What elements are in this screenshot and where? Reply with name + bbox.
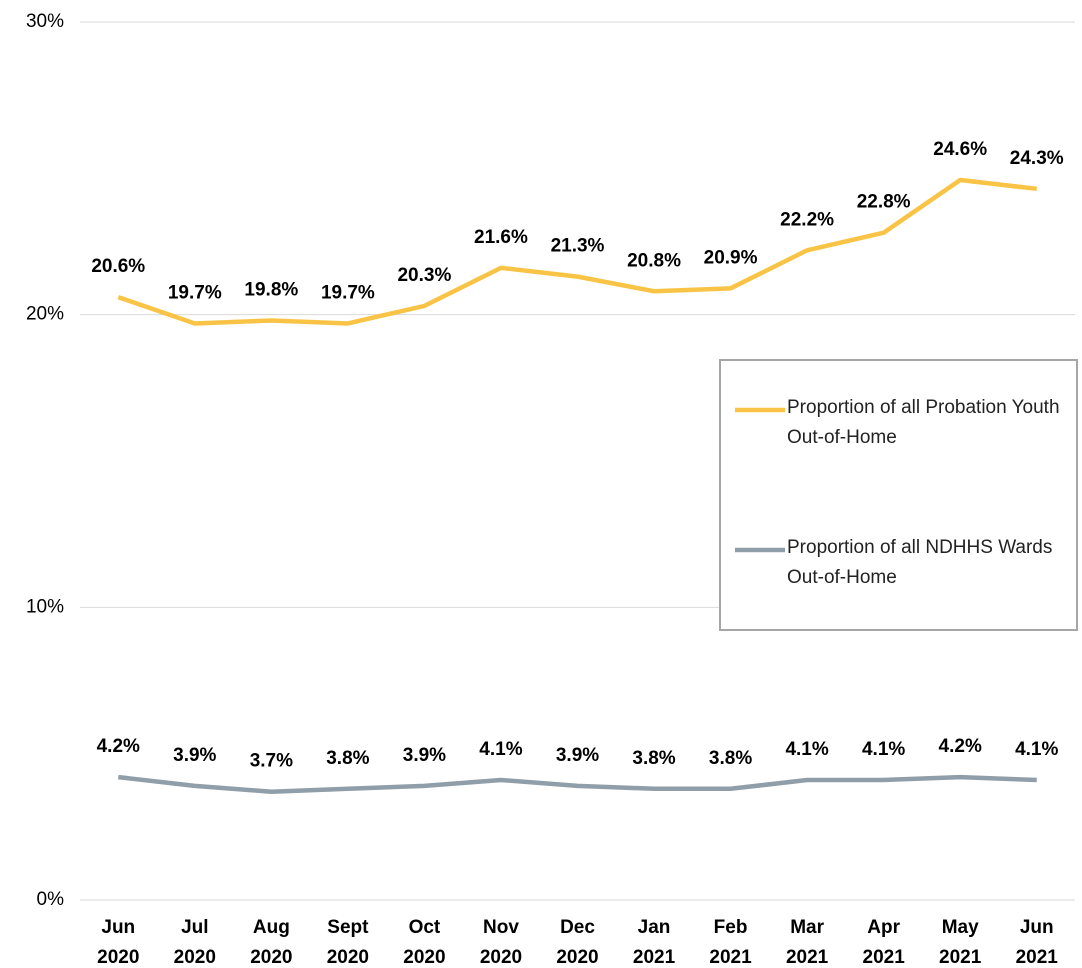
data-label: 20.8% (627, 250, 681, 271)
data-label: 20.9% (704, 247, 758, 268)
data-label: 4.1% (862, 739, 905, 760)
data-label: 4.2% (939, 736, 982, 757)
x-tick-label: May 2021 (939, 917, 982, 968)
x-tick-label: Apr 2021 (863, 917, 906, 968)
data-label: 3.9% (403, 745, 446, 766)
x-tick-label: Sept 2020 (327, 917, 369, 968)
data-label: 22.8% (857, 192, 911, 213)
data-label: 3.9% (556, 745, 599, 766)
x-tick-label: Nov 2020 (480, 917, 522, 968)
x-tick-label: Jun 2020 (97, 917, 139, 968)
data-label: 21.3% (551, 236, 605, 257)
series-line (118, 774, 1037, 794)
x-tick-label: Jul 2020 (174, 917, 216, 968)
data-label: 4.2% (97, 736, 140, 757)
y-tick-label: 20% (26, 304, 64, 325)
data-label: 4.1% (785, 739, 828, 760)
data-label: 24.3% (1010, 148, 1064, 169)
legend-label: Proportion of all NDHHS Wards Out-of-Hom… (787, 537, 1053, 588)
data-label: 3.8% (632, 748, 675, 769)
data-label: 20.6% (91, 256, 145, 277)
x-tick-label: Jan 2021 (633, 917, 676, 968)
x-tick-label: Feb 2021 (709, 917, 752, 968)
data-label: 20.3% (397, 265, 451, 286)
data-label: 19.7% (168, 282, 222, 303)
data-label: 24.6% (933, 139, 987, 160)
data-label: 3.7% (250, 751, 293, 772)
legend-label-box: Proportion of all Probation Youth Out-of… (787, 397, 1060, 448)
data-label: 19.7% (321, 282, 375, 303)
legend-box (719, 359, 1078, 631)
y-tick-label: 30% (26, 11, 64, 32)
x-tick-label: Oct 2020 (403, 917, 445, 968)
y-tick-label: 10% (26, 596, 64, 617)
legend-label: Proportion of all Probation Youth Out-of… (787, 397, 1060, 448)
data-label: 19.8% (244, 280, 298, 301)
x-tick-label: Jun 2021 (1016, 917, 1059, 968)
data-label: 3.8% (709, 748, 752, 769)
data-label: 22.2% (780, 209, 834, 230)
x-tick-label: Dec 2020 (556, 917, 598, 968)
x-tick-label: Mar 2021 (786, 917, 829, 968)
series-line (117, 177, 1037, 326)
data-label: 3.9% (173, 745, 216, 766)
data-label: 4.1% (1015, 739, 1058, 760)
y-tick-label: 0% (37, 889, 65, 910)
x-tick-label: Aug 2020 (250, 917, 292, 968)
data-label: 21.6% (474, 227, 528, 248)
data-label: 3.8% (326, 748, 369, 769)
legend-label-box: Proportion of all NDHHS Wards Out-of-Hom… (787, 537, 1053, 588)
data-label: 4.1% (479, 739, 522, 760)
